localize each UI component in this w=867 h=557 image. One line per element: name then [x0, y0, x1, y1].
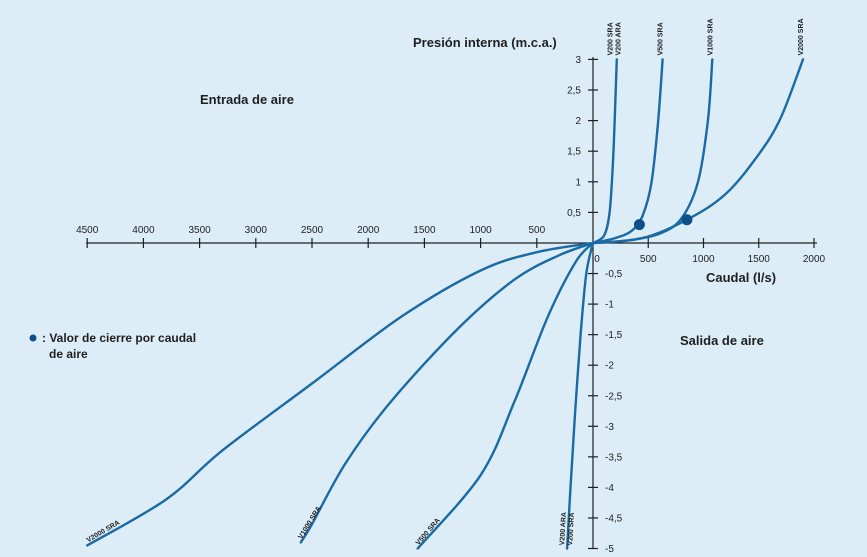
y-tick-label-neg: -4 [605, 483, 614, 494]
x-tick-label-neg: 1500 [413, 225, 436, 236]
x-tick-label-neg: 2500 [301, 225, 324, 236]
curve-label-v500-sra-top: V500 SRA [658, 22, 665, 55]
x-tick-label-neg: 4500 [76, 225, 99, 236]
y-tick-label-neg: -2 [605, 361, 614, 372]
x-tick-label-neg: 3000 [245, 225, 268, 236]
curve-v500-sra-negative [416, 241, 595, 550]
closure-point [681, 214, 693, 226]
legend: : Valor de cierre por caudal de aire [29, 331, 196, 361]
curve-v2000-sra-negative [86, 241, 595, 547]
y-axis-title: Presión interna (m.c.a.) [413, 35, 557, 50]
x-axis-title: Caudal (l/s) [706, 270, 776, 285]
curve-label-v200-sra-v200-ara-bottom: V200 ARA [559, 512, 568, 546]
y-tick-label-neg: -1,5 [605, 330, 623, 341]
y-tick-label-pos: 0,5 [567, 208, 581, 219]
curve-label-v200-sra-v200-ara-top: V200 ARA [616, 22, 623, 55]
y-tick-label-neg: -5 [605, 544, 614, 555]
curve-v500-sra-positive [591, 58, 664, 245]
x-tick-label-pos: 2000 [803, 254, 826, 265]
axes [86, 57, 817, 548]
curves [86, 58, 805, 550]
curve-label-v200-sra-v200-ara-bottom: V200 SRA [567, 512, 576, 545]
x-tick-label-pos: 500 [640, 254, 657, 265]
legend-marker [29, 334, 37, 342]
x-tick-label-neg: 4000 [132, 225, 155, 236]
y-tick-label-pos: 2 [575, 116, 581, 127]
curve-label-v1000-sra-top: V1000 SRA [707, 18, 714, 55]
curve-label-v2000-sra-top: V2000 SRA [798, 18, 805, 55]
y-tick-label-pos: 1 [575, 177, 581, 188]
x-tick-label-neg: 1000 [469, 225, 492, 236]
closure-point [633, 219, 645, 231]
x-tick-label-neg: 3500 [188, 225, 211, 236]
annotation-air-outlet: Salida de aire [680, 333, 764, 348]
y-tick-label-neg: -4,5 [605, 513, 623, 524]
legend-label-line1: : Valor de cierre por caudal [42, 331, 196, 345]
curve-label-v200-sra-v200-ara-top: V200 SRA [608, 22, 615, 55]
y-tick-label-neg: -0,5 [605, 269, 623, 280]
x-tick-label-pos: 1000 [692, 254, 715, 265]
curve-v200-sra-v200-ara-positive [591, 58, 618, 245]
y-tick-label-pos: 3 [575, 55, 581, 66]
x-tick-label-pos: 0 [594, 254, 600, 265]
x-tick-label-neg: 2000 [357, 225, 380, 236]
x-tick-label-pos: 1500 [748, 254, 771, 265]
y-tick-label-pos: 1,5 [567, 147, 581, 158]
curve-v1000-sra-negative [299, 241, 595, 544]
y-tick-label-neg: -2,5 [605, 391, 623, 402]
legend-label-line2: de aire [49, 347, 88, 361]
annotation-air-inlet: Entrada de aire [200, 92, 294, 107]
x-tick-label-neg: 500 [528, 225, 545, 236]
y-tick-label-neg: -3 [605, 422, 614, 433]
y-tick-label-pos: 2,5 [567, 86, 581, 97]
y-tick-label-neg: -1 [605, 300, 614, 311]
closure-points [633, 214, 693, 231]
y-tick-label-neg: -3,5 [605, 452, 623, 463]
curve-v200-sra-v200-ara-negative [565, 241, 595, 550]
curve-v2000-sra-positive [591, 58, 805, 245]
